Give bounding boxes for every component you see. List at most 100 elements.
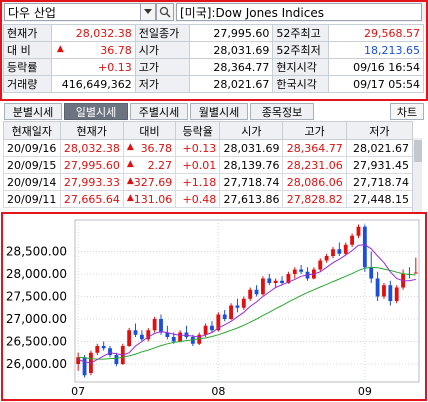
- open-cell: 27,613.86: [219, 190, 284, 208]
- column-header[interactable]: 현재일자: [3, 121, 61, 140]
- candle-body: [203, 325, 208, 335]
- quote-value: +0.13: [50, 58, 136, 76]
- candle-body: [254, 289, 259, 295]
- change-cell: ▲ 327.69: [122, 173, 177, 191]
- column-header[interactable]: 현재가: [59, 121, 124, 140]
- quote-value: 29,568.57: [328, 24, 424, 42]
- y-tick-label: 26,500.00: [6, 335, 67, 349]
- pct-cell: +0.01: [175, 156, 221, 174]
- history-table: 현재일자 현재가 대비 등락율 시가 고가 저가 20/09/16 28,032…: [3, 121, 414, 208]
- candle-body: [76, 357, 81, 364]
- low-cell: 27,448.15: [345, 190, 414, 208]
- candle-body: [229, 305, 233, 319]
- change-cell: ▲ 36.78: [122, 139, 177, 157]
- quote-value: 28,032.38: [50, 24, 136, 42]
- candlestick-chart: 28,500.00 28,000.00 27,500.00 27,000.00 26,5…: [6, 219, 420, 398]
- high-cell: 28,231.06: [282, 156, 347, 174]
- candle-body: [101, 346, 106, 349]
- close-cell: 27,995.60: [59, 156, 124, 174]
- candle-body: [280, 280, 284, 283]
- quote-value: 416,649,362: [50, 75, 136, 93]
- scrollbar-thumb[interactable]: [414, 140, 422, 162]
- candle-body: [388, 285, 393, 301]
- candle-body: [127, 330, 132, 346]
- candle-body: [362, 226, 367, 268]
- low-cell: 27,931.45: [345, 156, 414, 174]
- quote-value: 28,031.69: [188, 41, 274, 59]
- y-tick-label: 26,000.00: [6, 357, 67, 371]
- quote-value: 09/16 16:54: [328, 58, 424, 76]
- tab-weekly[interactable]: 주별시세: [130, 103, 188, 120]
- quote-label: 저가: [134, 75, 190, 93]
- low-cell: 28,021.67: [345, 139, 414, 157]
- candle-body: [152, 319, 157, 331]
- candle-body: [382, 285, 386, 297]
- date-cell: 20/09/15: [3, 156, 61, 174]
- open-cell: 27,718.74: [219, 173, 284, 191]
- date-cell: 20/09/14: [3, 173, 61, 191]
- close-cell: 27,993.33: [59, 173, 124, 191]
- table-scrollbar[interactable]: [412, 138, 422, 212]
- column-header[interactable]: 저가: [345, 121, 414, 140]
- stock-select[interactable]: 다우 산업: [4, 3, 145, 21]
- column-header[interactable]: 대비: [122, 121, 177, 140]
- column-header[interactable]: 등락율: [175, 121, 221, 140]
- candle-body: [261, 278, 265, 295]
- candle-body: [331, 249, 335, 256]
- history-header-row: 현재일자 현재가 대비 등락율 시가 고가 저가: [3, 121, 414, 140]
- quote-label: 한국시각: [272, 75, 330, 93]
- quote-label: 현지시각: [272, 58, 330, 76]
- column-header[interactable]: 고가: [282, 121, 347, 140]
- ma-line-long: [78, 266, 416, 360]
- close-cell: 27,665.64: [59, 190, 124, 208]
- table-row[interactable]: 20/09/11 27,665.64 ▲ 131.06 +0.48 27,613.…: [3, 190, 414, 208]
- candle-body: [178, 332, 183, 342]
- table-row[interactable]: 20/09/15 27,995.60 ▲ 2.27 +0.01 28,139.76…: [3, 156, 414, 174]
- quote-label: 전일종가: [134, 24, 190, 42]
- up-triangle-icon: ▲: [126, 175, 134, 186]
- candle-body: [108, 348, 112, 355]
- date-cell: 20/09/16: [3, 139, 61, 157]
- high-cell: 27,828.82: [282, 190, 347, 208]
- up-triangle-icon: ▲: [126, 141, 134, 152]
- tab-stock-info[interactable]: 종목정보: [250, 103, 314, 120]
- quote-value: 27,995.60: [188, 24, 274, 42]
- quote-label: 등락률: [3, 58, 52, 76]
- search-button[interactable]: [156, 3, 174, 21]
- candle-body: [222, 314, 227, 319]
- quote-label: 52주최저: [272, 41, 330, 59]
- date-cell: 20/09/11: [3, 190, 61, 208]
- candle-body: [343, 244, 348, 254]
- index-label: [미국]:Dow Jones Indices: [176, 3, 422, 21]
- candle-body: [369, 267, 374, 279]
- table-row[interactable]: 20/09/14 27,993.33 ▲ 327.69 +1.18 27,718.…: [3, 173, 414, 191]
- quote-value: 28,364.77: [188, 58, 274, 76]
- y-tick-label: 28,500.00: [6, 245, 67, 259]
- tab-minute[interactable]: 분별시세: [4, 103, 62, 120]
- candle-body: [146, 330, 151, 340]
- change-cell: ▲ 2.27: [122, 156, 177, 174]
- tab-monthly[interactable]: 월별시세: [190, 103, 248, 120]
- quote-label: 대 비: [3, 41, 52, 59]
- quote-value: 36.78: [100, 43, 132, 57]
- tab-daily[interactable]: 일별시세: [64, 103, 128, 120]
- quote-row: 현재가 28,032.38 전일종가 27,995.60 52주최고 29,56…: [3, 24, 424, 42]
- change-cell: ▲ 131.06: [122, 190, 177, 208]
- search-icon: [159, 6, 171, 18]
- candle-body: [248, 289, 253, 299]
- table-row[interactable]: 20/09/16 28,032.38 ▲ 36.78 +0.13 28,031.6…: [3, 139, 414, 157]
- quote-panel-frame: [0, 0, 428, 101]
- x-tick-label: 07: [71, 385, 85, 398]
- open-cell: 28,139.76: [219, 156, 284, 174]
- candle-body: [133, 330, 138, 335]
- stock-select-value: 다우 산업: [8, 5, 56, 20]
- candle-body: [413, 272, 418, 274]
- candle-body: [318, 260, 323, 270]
- candle-body: [286, 274, 291, 283]
- candle-body: [267, 278, 272, 283]
- chart-button[interactable]: 차트: [390, 103, 424, 120]
- quote-label: 거래량: [3, 75, 52, 93]
- column-header[interactable]: 시가: [219, 121, 284, 140]
- stock-select-dropdown-button[interactable]: [140, 3, 156, 21]
- y-tick-label: 28,000.00: [6, 267, 67, 281]
